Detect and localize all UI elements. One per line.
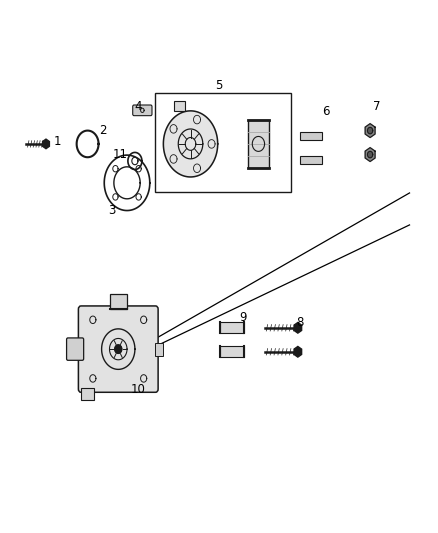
Bar	[81, 388, 94, 400]
Text: 4: 4	[134, 100, 142, 113]
Text: 2: 2	[99, 124, 107, 137]
Text: 1: 1	[53, 135, 61, 148]
Polygon shape	[294, 322, 302, 333]
Text: 7: 7	[373, 100, 381, 113]
Text: 8: 8	[297, 316, 304, 329]
Polygon shape	[365, 124, 375, 138]
Polygon shape	[365, 148, 375, 161]
FancyBboxPatch shape	[67, 338, 84, 360]
Polygon shape	[367, 127, 373, 134]
Text: 11: 11	[113, 148, 128, 161]
Polygon shape	[115, 345, 122, 353]
FancyBboxPatch shape	[133, 105, 152, 116]
Text: 5: 5	[215, 79, 223, 92]
Polygon shape	[42, 139, 49, 149]
Text: 6: 6	[322, 106, 330, 118]
Bar	[300, 156, 322, 164]
Bar	[110, 294, 127, 309]
Bar	[155, 343, 163, 356]
Bar	[155, 93, 291, 192]
Polygon shape	[367, 151, 373, 158]
Bar	[220, 346, 244, 357]
Bar	[174, 101, 185, 111]
Bar	[248, 120, 269, 168]
Polygon shape	[163, 111, 218, 177]
Bar	[220, 322, 244, 333]
Text: 9: 9	[239, 311, 247, 324]
Bar	[300, 132, 322, 140]
Text: 10: 10	[131, 383, 145, 395]
Polygon shape	[294, 346, 302, 357]
FancyBboxPatch shape	[78, 306, 158, 392]
Text: 3: 3	[108, 204, 115, 217]
